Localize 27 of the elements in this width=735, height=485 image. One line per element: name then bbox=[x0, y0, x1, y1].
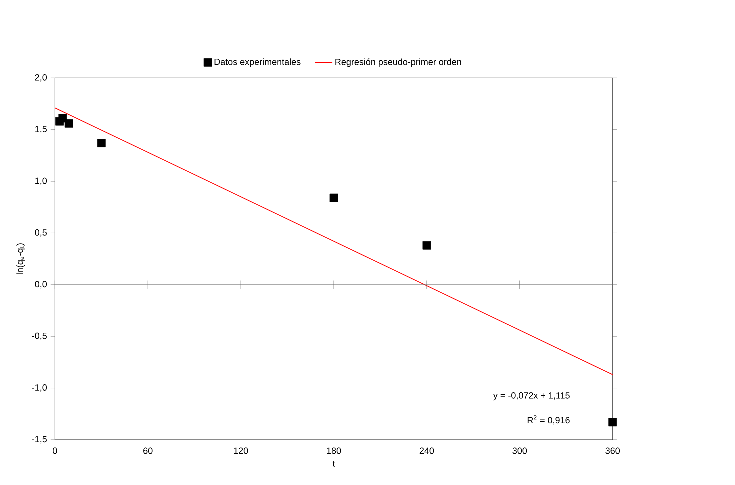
y-tick-label: -0,5 bbox=[32, 332, 47, 340]
y-tick-label: 0,5 bbox=[35, 229, 47, 237]
x-tick-label: 300 bbox=[512, 448, 528, 454]
legend-label: Regresión pseudo-primer orden bbox=[336, 58, 462, 68]
y-tick-label: -1,5 bbox=[32, 436, 47, 444]
y-tick-label: -1,0 bbox=[32, 384, 48, 392]
legend-label: Datos experimentales bbox=[214, 58, 301, 67]
point bbox=[58, 114, 68, 123]
x-tick-label: 60 bbox=[144, 448, 153, 454]
x-axis-title: t bbox=[332, 460, 336, 467]
annotation: y = -0,072x + 1,115 bbox=[493, 392, 570, 401]
y-tick-label: 0,0 bbox=[35, 281, 48, 289]
point bbox=[97, 139, 106, 148]
point bbox=[64, 119, 74, 128]
x-tick-label: 240 bbox=[420, 448, 434, 454]
y-tick-label: 1,5 bbox=[36, 126, 47, 134]
y-tick-label: 1,0 bbox=[36, 178, 48, 186]
x-tick-label: 360 bbox=[606, 448, 620, 454]
x-tick-label: 0 bbox=[53, 448, 58, 454]
x-tick-label: 120 bbox=[234, 448, 248, 454]
point bbox=[330, 194, 338, 202]
annotation: R$^{2}$ = 0,916 bbox=[528, 415, 570, 425]
x-tick-label: 180 bbox=[327, 448, 342, 454]
y-tick-label: 2,0 bbox=[35, 74, 48, 82]
point bbox=[422, 241, 432, 250]
y-axis-title: ln(q$_{e}$-q$_{t}$) bbox=[16, 244, 26, 274]
point bbox=[608, 418, 618, 427]
